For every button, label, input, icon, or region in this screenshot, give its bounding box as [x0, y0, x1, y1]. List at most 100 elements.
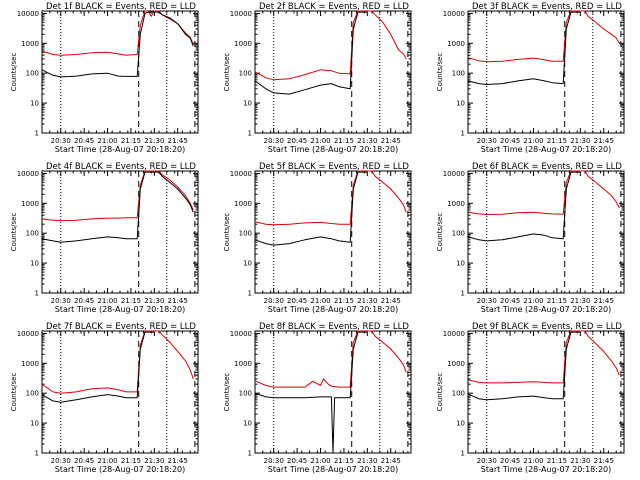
- x-tick-label: 21:15: [334, 297, 354, 305]
- x-tick-label: 20:45: [500, 297, 520, 305]
- x-tick-label: 21:15: [334, 137, 354, 145]
- y-tick-label: 10: [456, 420, 465, 428]
- y-tick-label: 10000: [443, 330, 465, 338]
- x-tick-label: 21:30: [570, 297, 590, 305]
- y-tick-label: 10: [243, 420, 252, 428]
- events-series-line: [254, 331, 368, 454]
- y-tick-label: 10: [456, 260, 465, 268]
- plot-frame: [254, 330, 412, 454]
- y-tick-label: 100: [26, 390, 39, 398]
- x-tick-label: 21:30: [144, 457, 164, 465]
- x-tick-label: 20:45: [74, 297, 94, 305]
- panel-5: Det 5f BLACK = Events, RED = LLD 1 10 100 10…: [223, 162, 412, 314]
- x-axis-label: Start Time (28-Aug-07 20:18:20): [481, 305, 612, 314]
- y-tick-label: 1: [35, 290, 39, 298]
- x-tick-label: 21:00: [97, 137, 117, 145]
- panel-3: Det 3f BLACK = Events, RED = LLD 1 10 100 10…: [436, 2, 625, 154]
- y-tick-label: 100: [452, 70, 465, 78]
- events-series-line: [467, 331, 581, 401]
- x-tick-label: 21:30: [357, 297, 377, 305]
- x-tick-label: 21:45: [381, 137, 401, 145]
- plot-frame: [467, 170, 625, 294]
- y-axis-label: Counts/sec: [10, 53, 18, 92]
- x-axis-label: Start Time (28-Aug-07 20:18:20): [55, 145, 186, 154]
- y-tick-label: 100: [239, 70, 252, 78]
- x-tick-label: 20:30: [477, 297, 497, 305]
- y-tick-label: 1: [35, 130, 39, 138]
- x-axis-label: Start Time (28-Aug-07 20:18:20): [268, 465, 399, 474]
- plot-frame: [254, 170, 412, 294]
- y-tick-label: 10: [456, 100, 465, 108]
- panel-title: Det 7f BLACK = Events, RED = LLD: [46, 322, 196, 332]
- y-tick-label: 1000: [447, 200, 465, 208]
- y-tick-label: 1000: [21, 40, 39, 48]
- lld-series-line: [41, 330, 194, 394]
- y-tick-label: 10000: [230, 170, 252, 178]
- panel-title: Det 4f BLACK = Events, RED = LLD: [46, 162, 196, 172]
- y-tick-label: 10000: [443, 170, 465, 178]
- y-tick-label: 1000: [21, 360, 39, 368]
- y-axis-label: Counts/sec: [10, 373, 18, 412]
- x-tick-label: 20:30: [51, 137, 71, 145]
- x-tick-label: 21:45: [594, 137, 614, 145]
- x-tick-label: 20:45: [74, 457, 94, 465]
- x-tick-label: 20:30: [51, 297, 71, 305]
- y-tick-label: 1: [461, 290, 465, 298]
- panel-8: Det 8f BLACK = Events, RED = LLD 1 10 100 10…: [223, 322, 412, 474]
- x-tick-label: 21:45: [594, 297, 614, 305]
- x-tick-label: 20:45: [500, 137, 520, 145]
- panel-2: Det 2f BLACK = Events, RED = LLD 1 10 100 10…: [223, 2, 412, 154]
- x-tick-label: 21:30: [357, 137, 377, 145]
- panel-1: Det 1f BLACK = Events, RED = LLD 1 10 100 10…: [10, 2, 199, 154]
- x-axis-label: Start Time (28-Aug-07 20:18:20): [268, 145, 399, 154]
- y-tick-label: 1: [461, 450, 465, 458]
- x-tick-label: 21:00: [97, 457, 117, 465]
- x-tick-label: 21:30: [357, 457, 377, 465]
- y-tick-label: 1000: [21, 200, 39, 208]
- x-tick-label: 20:45: [287, 297, 307, 305]
- lld-series-line: [467, 330, 620, 384]
- y-tick-label: 10: [243, 260, 252, 268]
- x-tick-label: 21:00: [310, 137, 330, 145]
- y-tick-label: 100: [452, 390, 465, 398]
- y-tick-label: 100: [26, 70, 39, 78]
- panel-6: Det 6f BLACK = Events, RED = LLD 1 10 100 10…: [436, 162, 625, 314]
- panel-title: Det 6f BLACK = Events, RED = LLD: [472, 162, 622, 172]
- panel-7: Det 7f BLACK = Events, RED = LLD 1 10 100 10…: [10, 322, 199, 474]
- x-tick-label: 21:45: [168, 457, 188, 465]
- lld-series-line: [254, 170, 407, 226]
- x-tick-label: 20:45: [287, 137, 307, 145]
- lld-series-line: [467, 170, 620, 215]
- y-axis-label: Counts/sec: [436, 53, 444, 92]
- y-tick-label: 10: [30, 100, 39, 108]
- x-tick-label: 21:15: [121, 457, 141, 465]
- plot-frame: [41, 10, 199, 134]
- x-axis-label: Start Time (28-Aug-07 20:18:20): [481, 145, 612, 154]
- x-tick-label: 21:30: [570, 457, 590, 465]
- y-tick-label: 10000: [17, 10, 39, 18]
- x-tick-label: 21:00: [310, 297, 330, 305]
- y-tick-label: 10: [30, 260, 39, 268]
- x-tick-label: 21:15: [121, 297, 141, 305]
- x-tick-label: 20:30: [264, 297, 284, 305]
- x-tick-label: 21:15: [121, 137, 141, 145]
- x-tick-label: 21:45: [381, 297, 401, 305]
- y-tick-label: 10: [243, 100, 252, 108]
- x-tick-label: 20:45: [287, 457, 307, 465]
- y-axis-label: Counts/sec: [223, 373, 231, 412]
- y-tick-label: 1000: [447, 40, 465, 48]
- x-tick-label: 20:30: [264, 137, 284, 145]
- y-tick-label: 1: [35, 450, 39, 458]
- lld-series-line: [254, 10, 407, 81]
- y-tick-label: 1000: [234, 200, 252, 208]
- panel-title: Det 5f BLACK = Events, RED = LLD: [259, 162, 409, 172]
- x-tick-label: 21:00: [523, 457, 543, 465]
- y-tick-label: 100: [239, 390, 252, 398]
- x-tick-label: 20:45: [74, 137, 94, 145]
- y-tick-label: 1: [248, 450, 252, 458]
- y-axis-label: Counts/sec: [436, 373, 444, 412]
- y-tick-label: 1000: [234, 360, 252, 368]
- y-tick-label: 10000: [230, 10, 252, 18]
- x-tick-label: 21:45: [168, 137, 188, 145]
- events-series-line: [254, 11, 368, 95]
